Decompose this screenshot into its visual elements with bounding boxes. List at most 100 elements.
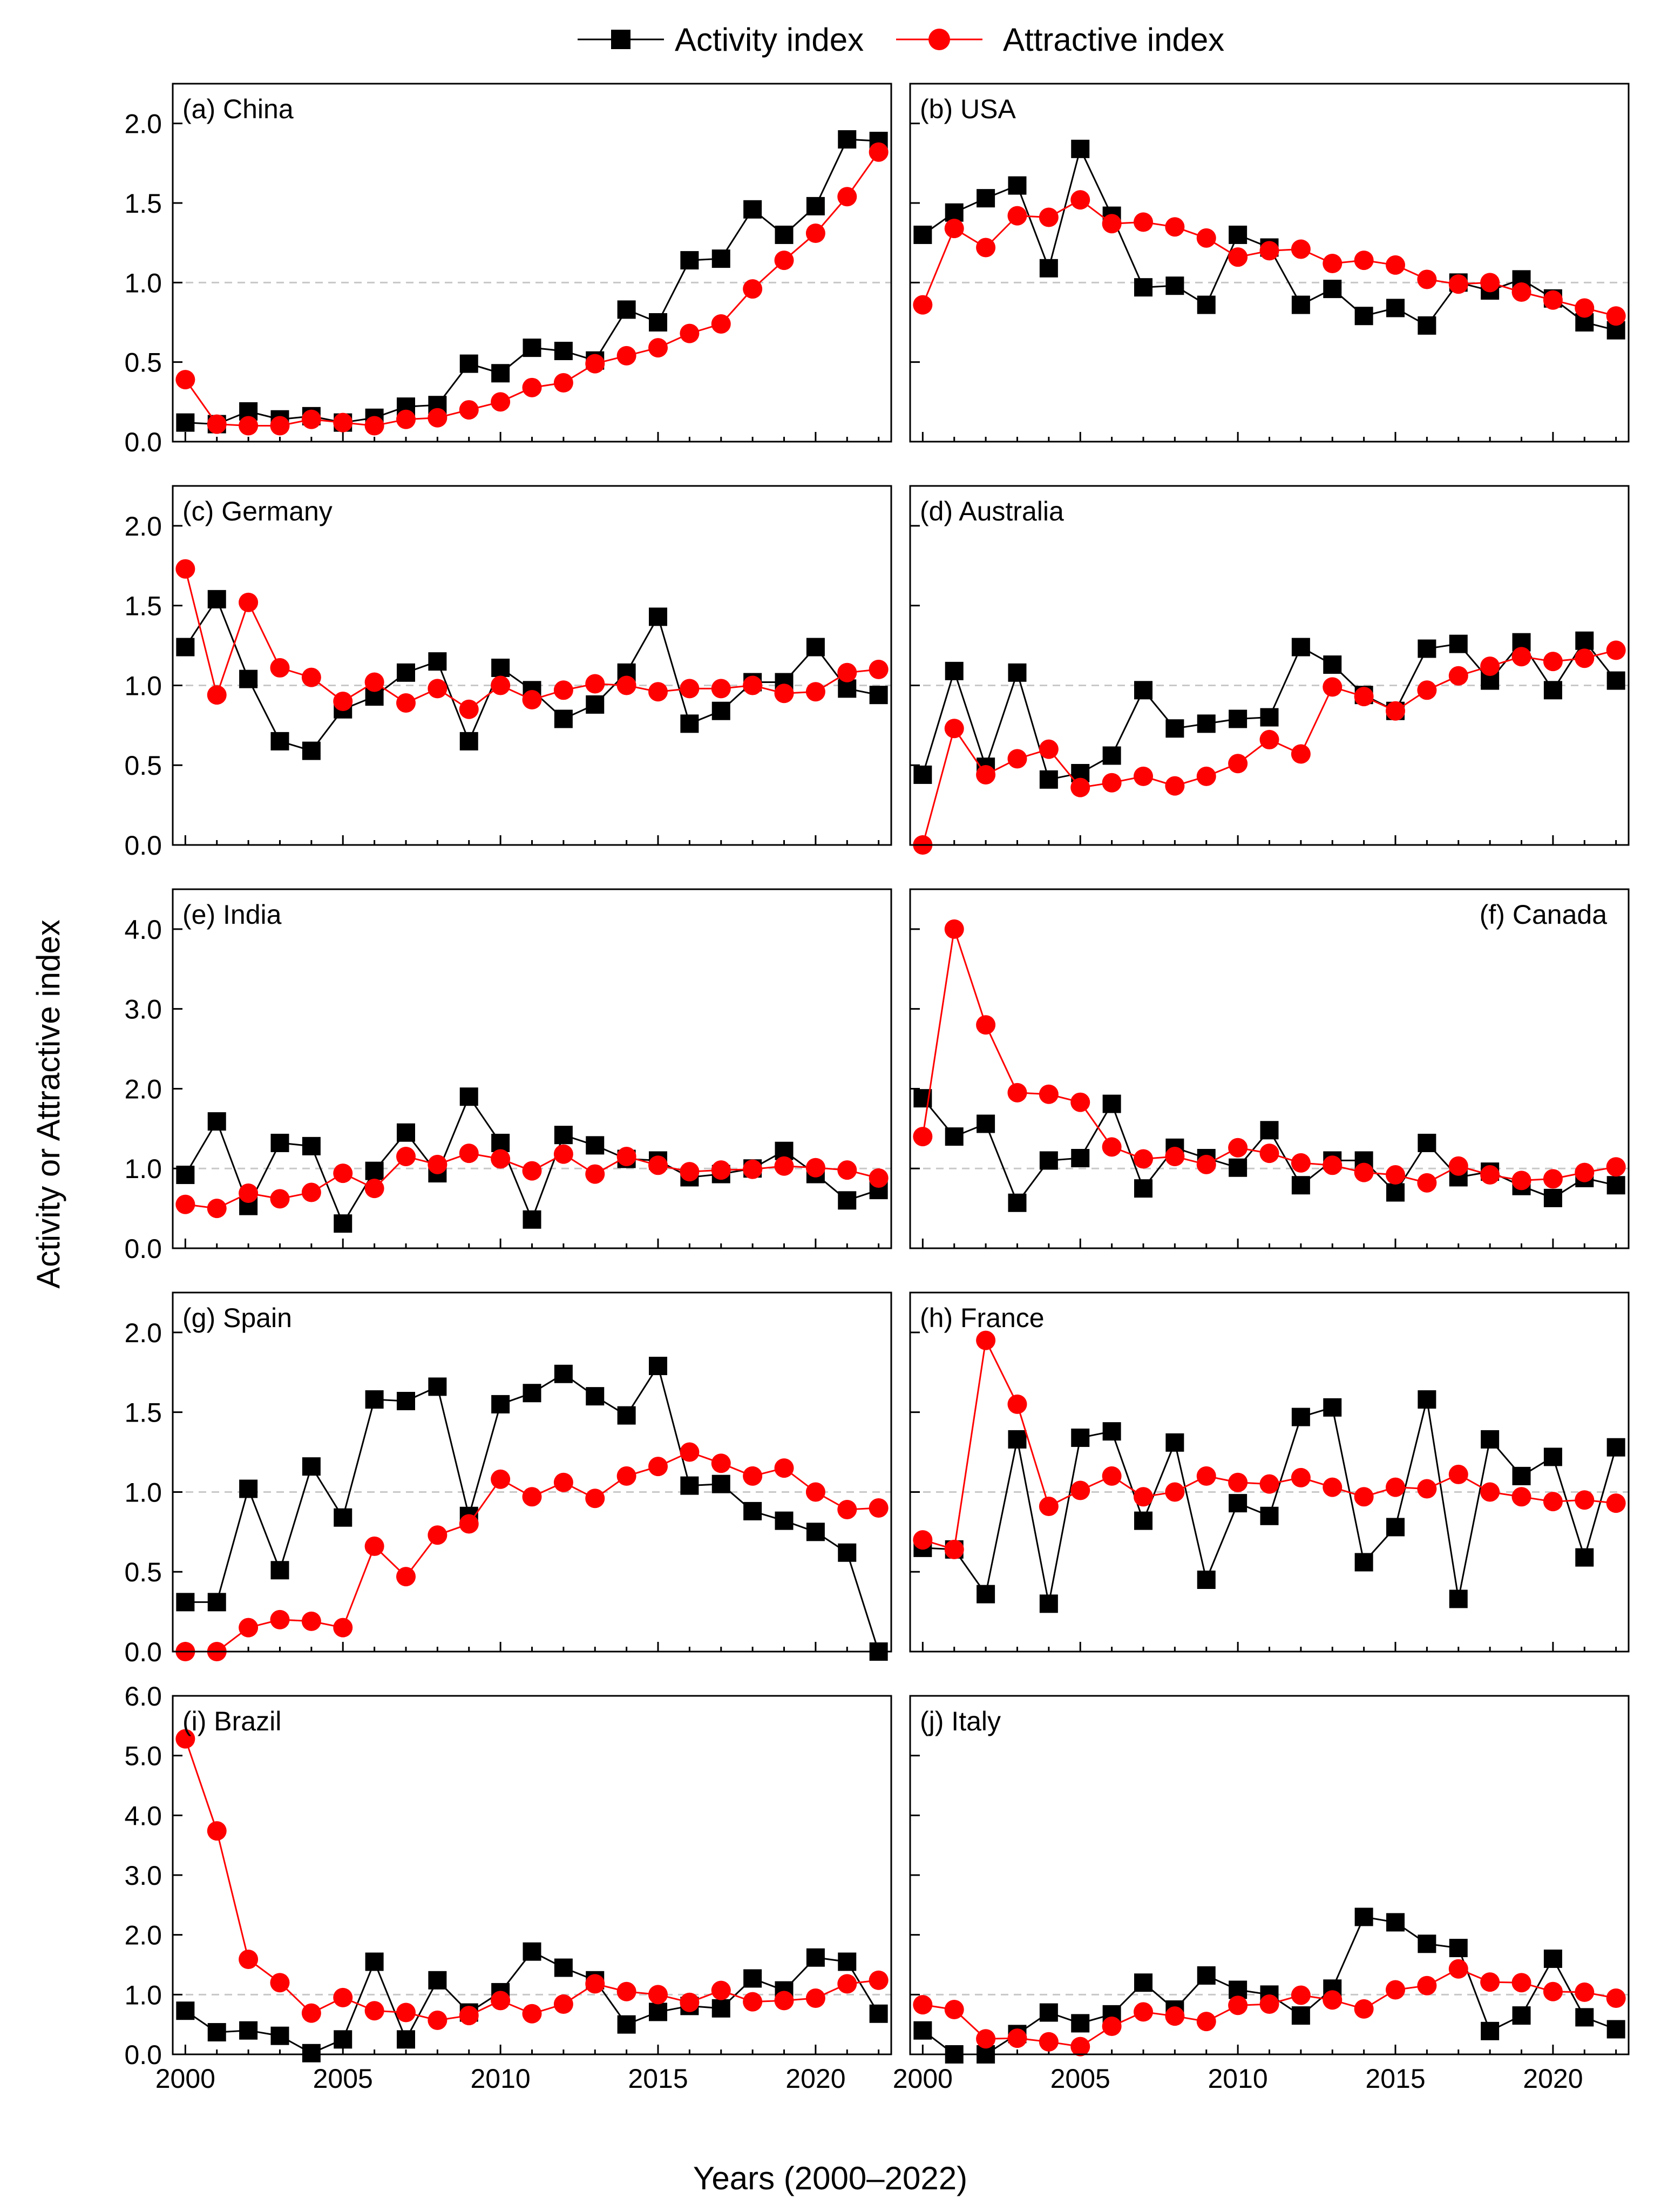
data-point-attractive <box>1133 2002 1153 2022</box>
x-tick-label: 2010 <box>1208 2064 1268 2094</box>
data-point-activity <box>1481 1430 1500 1449</box>
panel-i: 2000 2005 2010 2015 2020 0.0 1.0 2.0 3.0 4.0 5.0 6.… <box>124 1681 892 2094</box>
data-point-activity <box>1260 1121 1279 1140</box>
data-point-attractive <box>428 1154 448 1174</box>
data-point-attractive <box>1196 2012 1216 2032</box>
data-point-attractive <box>944 2000 964 2019</box>
data-point-attractive <box>207 414 227 434</box>
data-point-activity <box>365 1390 384 1409</box>
data-point-attractive <box>774 1156 794 1176</box>
data-point-attractive <box>553 373 573 393</box>
data-point-attractive <box>553 1994 573 2014</box>
data-point-attractive <box>976 238 996 258</box>
data-point-attractive <box>428 679 448 699</box>
data-point-attractive <box>175 1194 195 1214</box>
series-line-attractive <box>184 1739 879 2021</box>
data-point-attractive <box>522 377 542 397</box>
data-point-attractive <box>333 412 353 432</box>
data-point-attractive <box>1323 253 1343 273</box>
legend-attractive-marker <box>928 29 950 50</box>
data-point-attractive <box>585 354 605 374</box>
data-point-activity <box>649 607 668 626</box>
data-point-attractive <box>459 1144 479 1164</box>
data-point-activity <box>945 1127 964 1146</box>
data-point-attractive <box>553 1472 573 1492</box>
data-point-attractive <box>913 1127 933 1147</box>
data-point-activity <box>649 1356 668 1375</box>
data-point-attractive <box>1291 1467 1311 1487</box>
panel-frame <box>909 888 1630 1249</box>
panel-frame <box>909 1291 1630 1653</box>
data-point-activity <box>1039 1151 1058 1170</box>
data-point-attractive <box>616 675 636 695</box>
data-point-activity <box>1229 1494 1248 1513</box>
data-point-activity <box>523 1210 541 1229</box>
data-point-activity <box>1260 1506 1279 1525</box>
data-point-activity <box>1102 1422 1121 1441</box>
y-tick-label: 1.0 <box>124 268 162 298</box>
data-point-attractive <box>711 1160 731 1180</box>
data-point-activity <box>1102 746 1121 765</box>
data-point-activity <box>239 1479 258 1498</box>
data-point-attractive <box>1543 1169 1563 1189</box>
data-point-attractive <box>364 416 384 436</box>
data-point-activity <box>1260 708 1279 727</box>
data-point-attractive <box>1354 687 1374 707</box>
data-point-activity <box>1008 1193 1027 1212</box>
data-point-attractive <box>805 1482 825 1502</box>
data-point-activity <box>554 1958 573 1977</box>
data-point-attractive <box>869 1970 889 1990</box>
data-point-attractive <box>207 685 227 705</box>
data-point-activity <box>1323 280 1342 299</box>
data-point-attractive <box>301 2003 321 2023</box>
data-point-attractive <box>396 1147 416 1167</box>
panel-frame <box>172 1291 892 1653</box>
data-point-attractive <box>1386 255 1406 275</box>
y-tick-label: 2.0 <box>124 1074 162 1104</box>
data-point-attractive <box>491 392 511 412</box>
data-point-attractive <box>1102 1466 1122 1486</box>
data-point-activity <box>396 663 415 682</box>
panel-title: (i) Brazil <box>182 1706 281 1736</box>
data-point-attractive <box>301 1182 321 1202</box>
data-point-attractive <box>805 682 825 702</box>
data-point-activity <box>428 652 447 671</box>
data-point-attractive <box>1480 656 1500 676</box>
data-point-attractive <box>1323 1155 1343 1175</box>
data-point-attractive <box>869 1168 889 1188</box>
data-point-activity <box>869 2004 888 2023</box>
data-point-attractive <box>239 416 259 436</box>
data-point-activity <box>491 1395 510 1413</box>
data-point-attractive <box>1417 680 1437 700</box>
data-point-attractive <box>1070 190 1090 210</box>
data-point-activity <box>491 658 510 677</box>
data-point-activity <box>1575 631 1594 650</box>
data-point-attractive <box>1165 1482 1185 1502</box>
data-point-activity <box>239 2021 258 2040</box>
data-point-activity <box>711 249 730 268</box>
data-point-attractive <box>239 1183 259 1203</box>
data-point-activity <box>334 2030 352 2049</box>
data-point-attractive <box>774 251 794 270</box>
series-line-activity <box>185 597 879 752</box>
y-tick-label: 0.0 <box>124 427 162 457</box>
data-point-attractive <box>1007 749 1027 769</box>
data-point-attractive <box>1291 239 1311 259</box>
data-point-attractive <box>1039 207 1059 227</box>
data-point-attractive <box>428 408 448 428</box>
data-point-activity <box>1229 1158 1248 1177</box>
data-point-activity <box>270 732 289 750</box>
data-point-activity <box>775 225 794 244</box>
data-point-attractive <box>1448 1156 1468 1176</box>
data-point-attractive <box>1007 2028 1027 2048</box>
data-point-attractive <box>1165 1147 1185 1167</box>
data-point-attractive <box>491 675 511 695</box>
data-point-attractive <box>616 1147 636 1167</box>
x-tick-label: 2000 <box>893 2064 953 2094</box>
data-point-attractive <box>648 1155 668 1175</box>
data-point-activity <box>617 300 636 319</box>
data-point-attractive <box>1070 1480 1090 1500</box>
data-point-attractive <box>976 765 996 784</box>
data-point-activity <box>806 1948 825 1967</box>
data-point-activity <box>1354 307 1373 326</box>
